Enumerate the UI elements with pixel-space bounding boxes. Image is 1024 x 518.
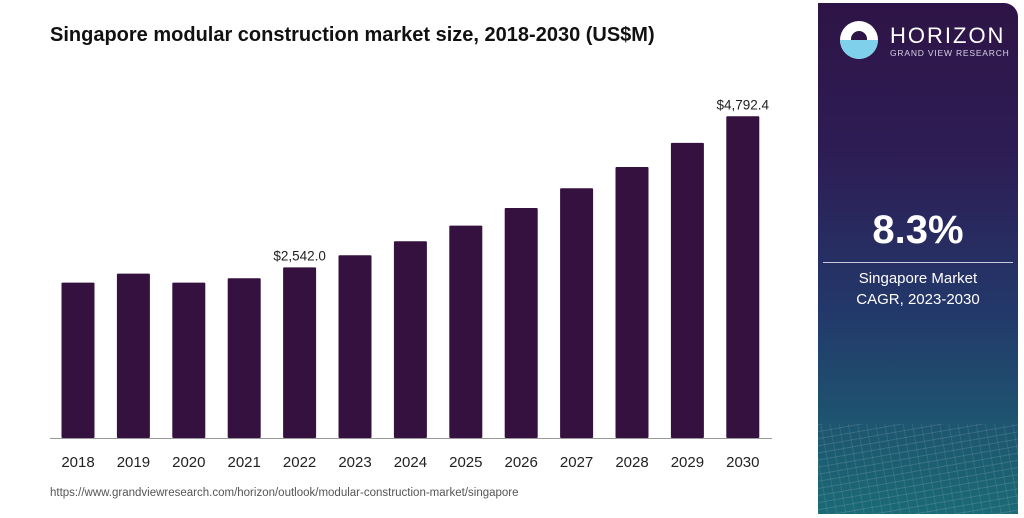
x-tick-label: 2019: [117, 454, 150, 471]
bar-2023: [338, 255, 372, 438]
bar-2026: [504, 207, 538, 438]
bar-2020: [172, 282, 206, 438]
source-url[interactable]: https://www.grandviewresearch.com/horizo…: [50, 487, 519, 499]
x-tick-label: 2028: [615, 454, 648, 471]
x-tick-label: 2021: [228, 454, 261, 471]
brand-name: HORIZON: [890, 23, 1006, 48]
bar-2018: [61, 282, 95, 438]
bar-2030: [726, 116, 760, 439]
cagr-label-line1: Singapore Market: [858, 270, 978, 287]
x-tick-label: 2025: [449, 454, 482, 471]
x-tick-label: 2030: [726, 454, 759, 471]
cagr-value: 8.3%: [872, 208, 964, 252]
cagr-label: Singapore Market CAGR, 2023-2030: [818, 268, 1018, 310]
horizon-logo-icon: [840, 21, 878, 59]
cagr-label-line2: CAGR, 2023-2030: [856, 291, 980, 308]
data-label-2030: $4,792.4: [717, 97, 770, 112]
x-tick-label: 2023: [338, 454, 371, 471]
brand-subtitle: GRAND VIEW RESEARCH: [890, 48, 1010, 58]
side-panel: HORIZON GRAND VIEW RESEARCH 8.3% Singapo…: [818, 3, 1018, 514]
bar-2029: [670, 142, 704, 439]
bar-2019: [116, 273, 150, 438]
bar-2021: [227, 278, 261, 438]
bar-2028: [615, 166, 649, 438]
x-tick-label: 2027: [560, 454, 593, 471]
x-tick-label: 2026: [505, 454, 538, 471]
mesh-decoration: [818, 424, 1018, 514]
bar-2022: [283, 267, 317, 438]
bar-chart: 2018 2019 2020 2021 2022 $2,542.0 2023 2024 2025…: [50, 97, 772, 471]
bar-2024: [393, 241, 427, 438]
bar-2027: [560, 188, 594, 438]
x-tick-label: 2022: [283, 454, 316, 471]
x-tick-label: 2024: [394, 454, 427, 471]
chart-title: Singapore modular construction market si…: [50, 24, 655, 46]
bar-2025: [449, 225, 483, 438]
x-tick-label: 2018: [61, 454, 94, 471]
x-tick-label: 2029: [671, 454, 704, 471]
divider: [823, 262, 1013, 263]
x-tick-label: 2020: [172, 454, 205, 471]
data-label-2022: $2,542.0: [273, 248, 326, 263]
